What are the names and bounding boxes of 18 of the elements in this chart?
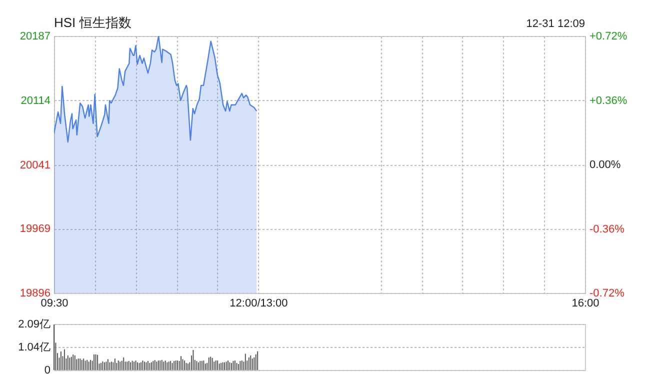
- y2-tick-label: -0.36%: [590, 223, 625, 236]
- y-tick-label: 19896: [20, 288, 50, 300]
- y2-tick-label: 0.00%: [590, 159, 621, 171]
- x-tick-label: 09:30: [40, 298, 68, 310]
- x-tick-label: 16:00: [572, 298, 600, 310]
- x-tick-label: 12:00/13:00: [230, 298, 288, 310]
- chart-title: HSI 恒生指数: [54, 15, 132, 30]
- y2-tick-label: +0.36%: [590, 94, 628, 107]
- y-tick-label: 2.09亿: [18, 318, 50, 330]
- y-tick-label: 0: [44, 364, 50, 374]
- y-tick-label: 19969: [20, 223, 50, 236]
- y-tick-label: 1.04亿: [18, 342, 50, 354]
- y-tick-label: 20114: [20, 94, 50, 107]
- y2-tick-label: +0.72%: [590, 30, 628, 42]
- y2-tick-label: -0.72%: [590, 288, 625, 300]
- text: 12-31 12:09: [526, 18, 585, 30]
- y-tick-label: 20041: [20, 159, 50, 172]
- y-tick-label: 20187: [20, 30, 50, 42]
